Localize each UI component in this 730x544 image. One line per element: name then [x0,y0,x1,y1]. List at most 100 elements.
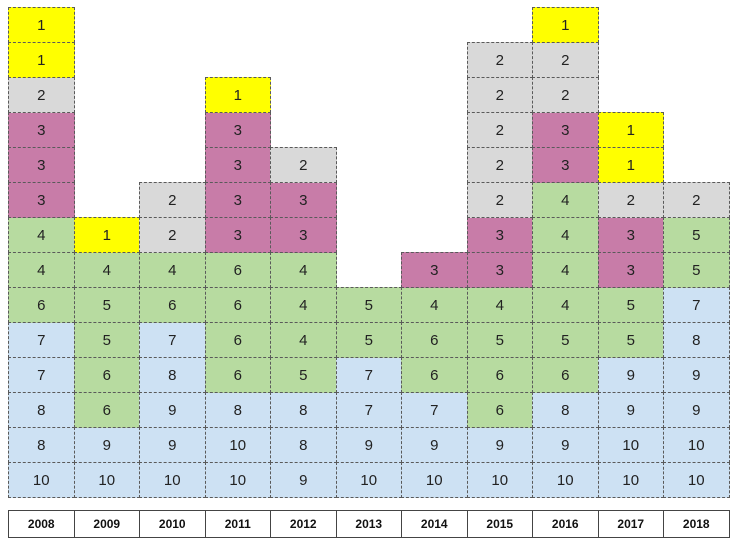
cell-2008-8: 4 [8,217,75,253]
cell-2015-5: 5 [466,322,533,358]
cell-2018-2: 10 [663,427,730,463]
cell-2012-6: 4 [270,287,337,323]
cell-2014-1: 10 [401,462,468,498]
cell-2018-5: 8 [663,322,730,358]
cell-2009-3: 6 [73,392,140,428]
cell-2008-7: 4 [8,252,75,288]
cell-2011-7: 6 [204,252,271,288]
cell-2015-2: 9 [466,427,533,463]
cell-2008-6: 6 [8,287,75,323]
cell-2014-4: 6 [401,357,468,393]
cell-2011-9: 3 [204,182,271,218]
cell-2010-9: 2 [139,182,206,218]
cell-2012-1: 9 [270,462,337,498]
cell-2015-12: 2 [466,77,533,113]
cell-2012-5: 4 [270,322,337,358]
cell-2010-3: 9 [139,392,206,428]
cell-2015-9: 2 [466,182,533,218]
cell-2011-5: 6 [204,322,271,358]
cell-2014-5: 6 [401,322,468,358]
cell-2009-1: 10 [73,462,140,498]
cell-2014-6: 4 [401,287,468,323]
cell-2015-1: 10 [466,462,533,498]
cell-2013-1: 10 [335,462,402,498]
cell-2008-10: 3 [8,147,75,183]
cell-2009-2: 9 [73,427,140,463]
cell-2017-3: 9 [597,392,664,428]
cell-2008-5: 7 [8,322,75,358]
x-tick-label-2009: 2009 [73,510,140,538]
cell-2014-7: 3 [401,252,468,288]
cell-2018-8: 5 [663,217,730,253]
cell-2016-6: 4 [532,287,599,323]
cell-2011-10: 3 [204,147,271,183]
cell-2010-5: 7 [139,322,206,358]
cell-2012-10: 2 [270,147,337,183]
cell-2009-8: 1 [73,217,140,253]
cell-2013-4: 7 [335,357,402,393]
x-tick-label-2016: 2016 [532,510,599,538]
cell-2016-4: 6 [532,357,599,393]
cell-2011-1: 10 [204,462,271,498]
cell-2016-10: 3 [532,147,599,183]
cell-2014-3: 7 [401,392,468,428]
cell-2015-3: 6 [466,392,533,428]
cell-2010-1: 10 [139,462,206,498]
cell-2017-5: 5 [597,322,664,358]
cell-2018-7: 5 [663,252,730,288]
cell-2013-6: 5 [335,287,402,323]
cell-2008-2: 8 [8,427,75,463]
cell-2016-1: 10 [532,462,599,498]
cell-2017-4: 9 [597,357,664,393]
cell-2010-4: 8 [139,357,206,393]
cell-2010-8: 2 [139,217,206,253]
cell-2016-3: 8 [532,392,599,428]
cell-2015-6: 4 [466,287,533,323]
cell-2014-2: 9 [401,427,468,463]
cell-2016-7: 4 [532,252,599,288]
cell-2012-3: 8 [270,392,337,428]
x-tick-label-2014: 2014 [401,510,468,538]
cell-2018-6: 7 [663,287,730,323]
cell-2016-11: 3 [532,112,599,148]
cell-2008-4: 7 [8,357,75,393]
cell-2009-7: 4 [73,252,140,288]
cell-2009-4: 6 [73,357,140,393]
cell-2017-9: 2 [597,182,664,218]
cell-2008-9: 3 [8,182,75,218]
x-tick-label-2012: 2012 [270,510,337,538]
cell-2009-6: 5 [73,287,140,323]
cell-2015-8: 3 [466,217,533,253]
cell-2015-7: 3 [466,252,533,288]
cell-2013-5: 5 [335,322,402,358]
cell-2018-1: 10 [663,462,730,498]
x-tick-label-2018: 2018 [663,510,730,538]
cell-2008-12: 2 [8,77,75,113]
cell-2012-8: 3 [270,217,337,253]
cell-2018-3: 9 [663,392,730,428]
cell-2011-8: 3 [204,217,271,253]
cell-2018-4: 9 [663,357,730,393]
cell-2015-11: 2 [466,112,533,148]
cell-2011-4: 6 [204,357,271,393]
cell-2018-9: 2 [663,182,730,218]
x-tick-label-2008: 2008 [8,510,75,538]
cell-2008-11: 3 [8,112,75,148]
cell-2011-6: 6 [204,287,271,323]
cell-2010-6: 6 [139,287,206,323]
cell-2017-2: 10 [597,427,664,463]
cell-2008-13: 1 [8,42,75,78]
cell-2013-2: 9 [335,427,402,463]
cell-2008-14: 1 [8,7,75,43]
cell-2016-12: 2 [532,77,599,113]
cell-2017-10: 1 [597,147,664,183]
x-tick-label-2011: 2011 [204,510,271,538]
cell-2015-4: 6 [466,357,533,393]
cell-2016-14: 1 [532,7,599,43]
cell-2017-11: 1 [597,112,664,148]
x-tick-label-2017: 2017 [597,510,664,538]
cell-2017-8: 3 [597,217,664,253]
cell-2016-2: 9 [532,427,599,463]
cell-2016-5: 5 [532,322,599,358]
